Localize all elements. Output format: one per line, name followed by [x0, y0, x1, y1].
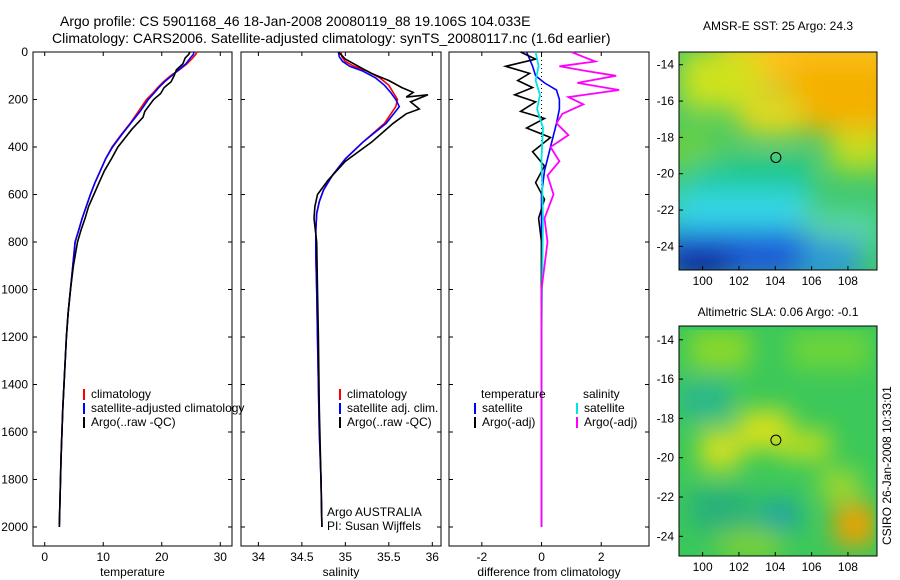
x-tick-label: 36 [426, 550, 440, 564]
sst-argo-location-marker [770, 151, 782, 163]
x-tick-label: 20 [155, 550, 169, 564]
map-y-tick-label: -24 [657, 239, 675, 253]
sla-argo-location-marker [770, 434, 782, 446]
legend-entry: Argo(..raw -QC) [347, 415, 432, 429]
map-x-tick-label: 100 [693, 560, 713, 574]
sst-map-panel: AMSR-E SST: 25 Argo: 24.3 100 102 104 106 10… [657, 19, 878, 288]
x-axis-label: temperature [100, 565, 165, 579]
series-line-satellite-adj-clim- [314, 51, 401, 528]
temperature-profile-panel: 0 200 400 600 800 1000 1200 1400 1600 1800 2000 0 10… [1, 45, 244, 579]
x-tick-label: 35.5 [377, 550, 401, 564]
x-tick-label: 30 [214, 550, 228, 564]
legend-entry: satellite [584, 401, 625, 415]
x-tick-label: 0 [538, 550, 545, 564]
sla-map-title: Altimetric SLA: 0.06 Argo: -0.1 [698, 305, 859, 319]
figure-title-line1: Argo profile: CS 5901168_46 18-Jan-2008 … [60, 13, 530, 29]
map-x-tick-label: 108 [838, 274, 858, 288]
map-y-tick-label: -18 [657, 130, 675, 144]
map-x-tick-label: 102 [729, 560, 749, 574]
y-tick-label: 400 [8, 140, 28, 154]
sla-map-panel: Altimetric SLA: 0.06 Argo: -0.1 100 102 10… [657, 305, 878, 574]
legend-entry: satellite [482, 401, 523, 415]
map-x-tick-label: 100 [693, 274, 713, 288]
sla-map-field [679, 326, 877, 556]
x-axis-label: difference from climatology [477, 565, 620, 579]
sst-map-title: AMSR-E SST: 25 Argo: 24.3 [703, 19, 853, 33]
legend-entry: Argo(-adj) [482, 415, 535, 429]
y-tick-label: 1600 [1, 425, 28, 439]
y-tick-label: 1000 [1, 283, 28, 297]
profile-annotation: PI: Susan Wijffels [327, 519, 421, 533]
y-tick-label: 2000 [1, 520, 28, 534]
map-y-tick-label: -20 [657, 167, 675, 181]
series-line-argo-raw-qc- [58, 51, 191, 528]
y-tick-label: 1800 [1, 473, 28, 487]
legend-group-heading: salinity [583, 387, 620, 401]
plot-frame [32, 51, 233, 547]
legend-entry: Argo(-adj) [584, 415, 637, 429]
map-y-tick-label: -22 [657, 203, 675, 217]
x-tick-label: -2 [476, 550, 487, 564]
x-tick-label: 34 [252, 550, 266, 564]
map-x-tick-label: 106 [802, 560, 822, 574]
sst-map-axes: 100 102 104 106 108 -14 -16 -18 -20 -22 -24 [657, 58, 859, 288]
map-y-tick-label: -20 [657, 451, 675, 465]
y-tick-label: 1400 [1, 378, 28, 392]
plot-frame [240, 51, 442, 547]
x-tick-label: 0 [41, 550, 48, 564]
sst-map-field [679, 52, 877, 270]
timestamp-side-label: CSIRO 26-Jan-2008 10:33:01 [880, 386, 894, 545]
y-tick-label: 200 [8, 93, 28, 107]
map-x-tick-label: 104 [765, 274, 785, 288]
figure-title-line2: Climatology: CARS2006. Satellite-adjuste… [52, 30, 610, 46]
x-axis-label: salinity [323, 565, 360, 579]
x-tick-label: 2 [598, 550, 605, 564]
sla-map-axes: 100 102 104 106 108 -14 -16 -18 -20 -22 -24 [657, 333, 859, 574]
x-tick-label: 10 [97, 550, 111, 564]
map-y-tick-label: -14 [657, 58, 675, 72]
map-x-tick-label: 102 [729, 274, 749, 288]
series-line-argo-raw-qc- [313, 51, 429, 528]
profile-annotation: Argo AUSTRALIA [327, 505, 422, 519]
y-tick-label: 800 [8, 235, 28, 249]
map-y-tick-label: -18 [657, 411, 675, 425]
series-line-climatology [58, 51, 198, 528]
series-line-salinity-argo-adj- [540, 51, 620, 527]
legend-entry: satellite-adjusted climatology [91, 401, 244, 415]
map-y-tick-label: -14 [657, 333, 675, 347]
x-tick-label: 34.5 [290, 550, 314, 564]
legend-entry: Argo(..raw -QC) [91, 415, 176, 429]
map-y-tick-label: -16 [657, 94, 675, 108]
map-y-tick-label: -22 [657, 490, 675, 504]
legend-entry: climatology [91, 387, 151, 401]
map-x-tick-label: 104 [765, 560, 785, 574]
series-line-temperature-argo-adj- [502, 51, 553, 527]
legend-entry: satellite adj. clim. [347, 401, 438, 415]
map-x-tick-label: 108 [838, 560, 858, 574]
x-tick-label: 35 [339, 550, 353, 564]
y-tick-label: 600 [8, 188, 28, 202]
y-tick-label: 1200 [1, 330, 28, 344]
plot-frame [448, 51, 650, 547]
legend-entry: climatology [347, 387, 407, 401]
map-x-tick-label: 106 [802, 274, 822, 288]
salinity-profile-panel: 34 34.5 35 35.5 36 salinity climatologysatelli… [240, 51, 442, 579]
map-y-tick-label: -16 [657, 372, 675, 386]
legend-group-heading: temperature [481, 387, 546, 401]
y-tick-label: 0 [21, 45, 28, 59]
series-line-satellite-adjusted-climatology [58, 51, 195, 528]
map-y-tick-label: -24 [657, 529, 675, 543]
